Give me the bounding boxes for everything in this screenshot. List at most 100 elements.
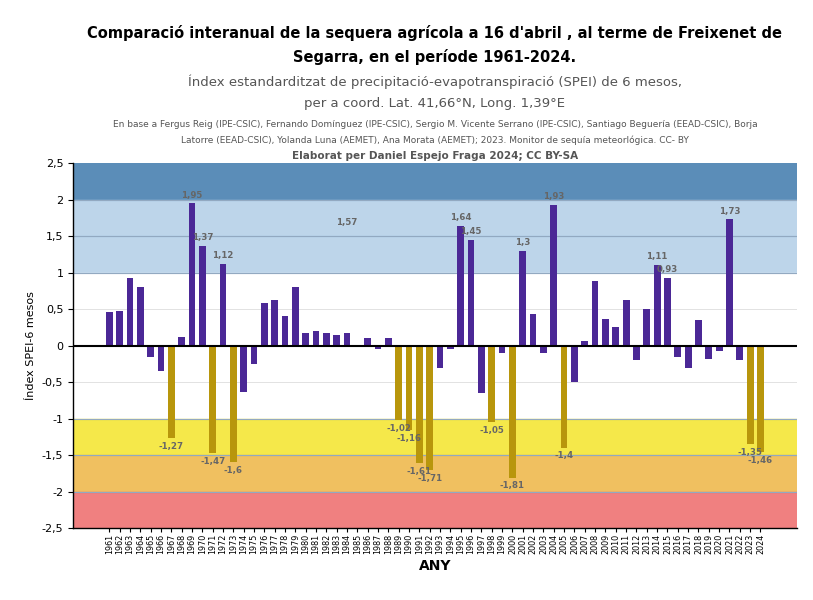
Bar <box>685 346 692 368</box>
Bar <box>602 319 609 346</box>
Text: -1,47: -1,47 <box>200 457 225 466</box>
Bar <box>530 314 537 346</box>
Bar <box>406 346 412 430</box>
Bar <box>623 301 629 346</box>
Text: 1,57: 1,57 <box>337 218 358 227</box>
Bar <box>467 240 475 346</box>
Text: -1,6: -1,6 <box>224 466 243 475</box>
Text: Latorre (EEAD-CSIC), Yolanda Luna (AEMET), Ana Morata (AEMET); 2023. Monitor de : Latorre (EEAD-CSIC), Yolanda Luna (AEMET… <box>181 136 689 145</box>
Text: -1,16: -1,16 <box>397 434 422 443</box>
Bar <box>73 419 797 455</box>
Text: -1,46: -1,46 <box>748 456 773 465</box>
Bar <box>509 346 515 478</box>
Bar <box>726 220 733 346</box>
Bar <box>747 346 754 444</box>
Bar <box>364 338 372 346</box>
Text: per a coord. Lat. 41,66°N, Long. 1,39°E: per a coord. Lat. 41,66°N, Long. 1,39°E <box>304 97 566 110</box>
Bar <box>282 316 289 346</box>
Text: -1,05: -1,05 <box>480 426 504 435</box>
Text: Elaborat per Daniel Espejo Fraga 2024; CC BY-SA: Elaborat per Daniel Espejo Fraga 2024; C… <box>292 151 578 161</box>
Text: -1,02: -1,02 <box>386 424 411 433</box>
Bar <box>395 346 402 420</box>
Bar <box>706 346 712 359</box>
Bar <box>550 205 557 346</box>
Bar <box>73 200 797 273</box>
Text: -1,35: -1,35 <box>737 448 763 457</box>
Bar <box>664 278 671 346</box>
Text: -1,4: -1,4 <box>554 451 574 460</box>
Text: 1,12: 1,12 <box>212 251 234 260</box>
Bar <box>561 346 567 448</box>
Bar <box>643 309 650 346</box>
Text: En base a Fergus Reig (IPE-CSIC), Fernando Domínguez (IPE-CSIC), Sergio M. Vicen: En base a Fergus Reig (IPE-CSIC), Fernan… <box>113 121 757 130</box>
Bar <box>571 346 578 382</box>
Bar <box>292 287 299 346</box>
Bar <box>416 346 423 463</box>
Bar <box>73 491 797 528</box>
Bar <box>210 346 216 453</box>
Bar <box>158 346 164 371</box>
Text: 1,45: 1,45 <box>460 227 482 236</box>
Bar <box>147 346 154 356</box>
Bar <box>675 346 681 356</box>
Bar <box>458 226 464 346</box>
Bar <box>581 341 588 346</box>
Text: 1,3: 1,3 <box>515 238 531 247</box>
Bar <box>230 346 237 463</box>
Text: Comparació interanual de la sequera agrícola a 16 d'abril , al terme de Freixene: Comparació interanual de la sequera agrí… <box>88 25 782 41</box>
Text: -1,61: -1,61 <box>407 467 432 476</box>
Bar <box>220 264 227 346</box>
Bar <box>127 278 133 346</box>
Bar <box>447 346 454 349</box>
Bar <box>489 346 495 422</box>
Bar <box>189 203 195 346</box>
Y-axis label: Índex SPEI-6 mesos: Índex SPEI-6 mesos <box>26 291 37 400</box>
Bar <box>333 335 340 346</box>
Bar <box>199 246 206 346</box>
Bar <box>178 337 185 346</box>
Bar <box>272 301 278 346</box>
Bar <box>313 331 320 346</box>
Bar <box>73 455 797 491</box>
Bar <box>344 333 350 346</box>
Bar <box>116 311 123 346</box>
Bar <box>427 346 433 470</box>
Bar <box>437 346 443 368</box>
Bar <box>354 346 361 347</box>
Bar <box>757 346 764 452</box>
Bar <box>498 346 506 353</box>
Bar <box>612 326 620 346</box>
Bar <box>168 346 175 438</box>
Bar <box>73 273 797 419</box>
X-axis label: ANY: ANY <box>419 559 451 574</box>
Text: -1,27: -1,27 <box>159 442 184 451</box>
Bar <box>715 346 723 352</box>
Text: 1,11: 1,11 <box>646 252 667 261</box>
Bar <box>137 287 144 346</box>
Bar <box>241 346 247 392</box>
Bar <box>302 332 309 346</box>
Bar <box>695 320 702 346</box>
Text: 0,93: 0,93 <box>657 265 678 274</box>
Bar <box>737 346 743 360</box>
Bar <box>592 281 598 346</box>
Text: 1,73: 1,73 <box>719 207 741 216</box>
Text: 1,93: 1,93 <box>543 192 564 201</box>
Bar <box>385 338 392 346</box>
Bar <box>540 346 547 353</box>
Bar <box>323 332 330 346</box>
Bar <box>633 346 640 360</box>
Text: 1,64: 1,64 <box>450 214 472 223</box>
Bar <box>106 312 113 346</box>
Text: -1,81: -1,81 <box>500 481 525 490</box>
Bar <box>478 346 485 393</box>
Bar <box>73 163 797 200</box>
Text: Índex estandarditzat de precipitació-evapotranspiració (SPEI) de 6 mesos,: Índex estandarditzat de precipitació-eva… <box>188 74 682 89</box>
Bar <box>250 346 258 364</box>
Bar <box>520 251 526 346</box>
Text: Segarra, en el període 1961-2024.: Segarra, en el període 1961-2024. <box>293 49 576 65</box>
Text: 1,95: 1,95 <box>181 191 202 200</box>
Text: -1,71: -1,71 <box>417 474 442 483</box>
Bar <box>654 265 660 346</box>
Bar <box>261 302 267 346</box>
